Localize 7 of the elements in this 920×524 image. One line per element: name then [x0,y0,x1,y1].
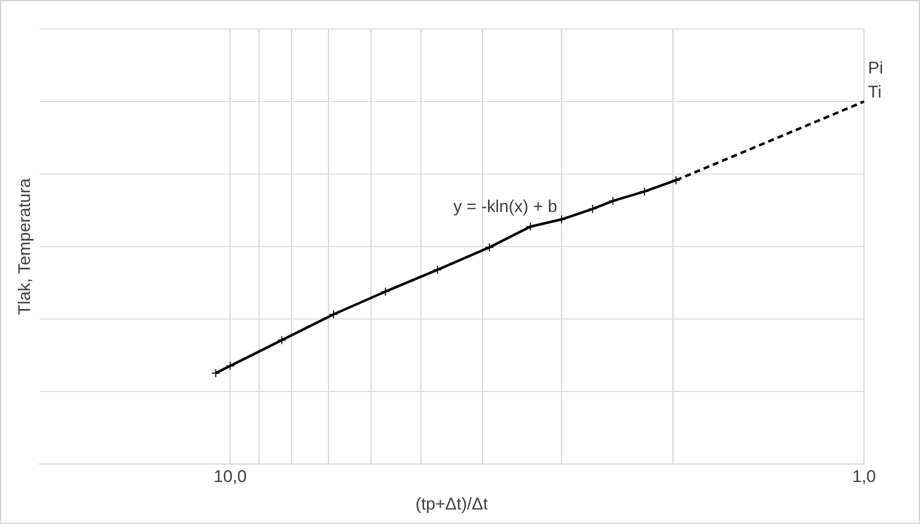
x-tick-label: 1,0 [852,467,876,486]
text: Pi [868,58,884,78]
x-tick-label: 10,0 [214,467,247,486]
annotation: y = -kln(x) + b [453,197,558,216]
text: Ti [868,82,882,102]
y-axis-title: Tlak, Temperatura [14,178,34,315]
x-axis-title: (tp+Δt)/Δt [416,494,488,514]
